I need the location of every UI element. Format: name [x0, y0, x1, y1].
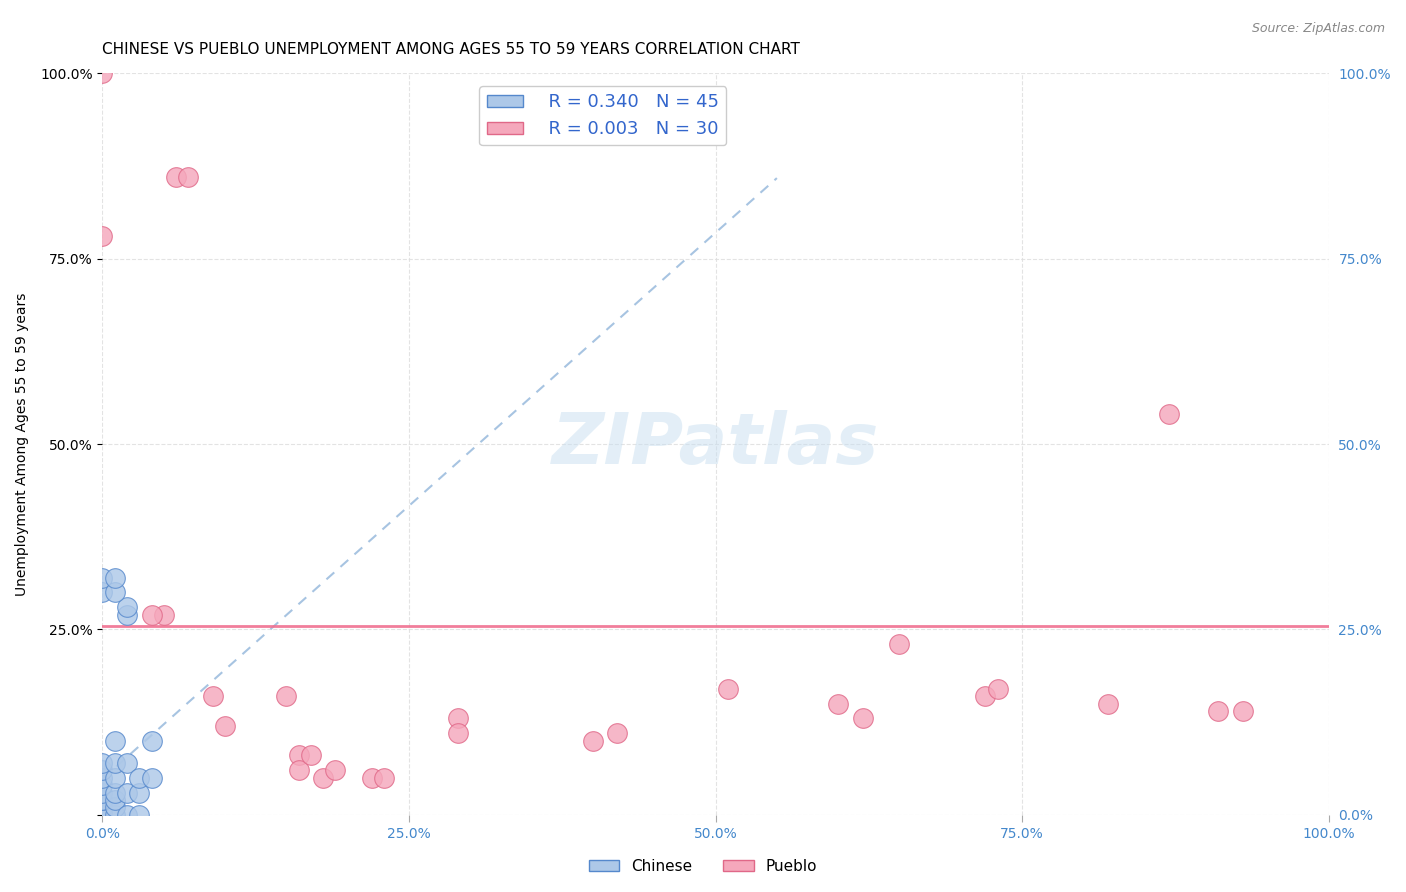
Point [104, 800, 127, 814]
Point [91, 66, 114, 80]
Point [104, 807, 127, 822]
Point [91, 807, 114, 822]
Point [312, 771, 335, 785]
Point [141, 771, 163, 785]
Point [104, 793, 127, 807]
Point [104, 771, 127, 785]
Point [115, 807, 138, 822]
Point [141, 733, 163, 747]
Point [91, 778, 114, 792]
Point [1206, 704, 1229, 718]
Point [974, 689, 997, 703]
Point [91, 800, 114, 814]
Point [91, 786, 114, 800]
Point [91, 807, 114, 822]
Point [91, 807, 114, 822]
Point [91, 807, 114, 822]
Point [852, 711, 875, 725]
Point [889, 637, 911, 651]
Point [299, 748, 322, 763]
Point [1097, 697, 1119, 711]
Point [91, 756, 114, 770]
Point [91, 793, 114, 807]
Point [276, 689, 298, 703]
Y-axis label: Unemployment Among Ages 55 to 59 years: Unemployment Among Ages 55 to 59 years [15, 293, 30, 596]
Point [91, 807, 114, 822]
Point [128, 771, 150, 785]
Point [104, 756, 127, 770]
Text: Source: ZipAtlas.com: Source: ZipAtlas.com [1251, 22, 1385, 36]
Point [91, 764, 114, 778]
Text: CHINESE VS PUEBLO UNEMPLOYMENT AMONG AGES 55 TO 59 YEARS CORRELATION CHART: CHINESE VS PUEBLO UNEMPLOYMENT AMONG AGE… [103, 42, 800, 57]
Legend:   R = 0.340   N = 45,   R = 0.003   N = 30: R = 0.340 N = 45, R = 0.003 N = 30 [479, 86, 727, 145]
Point [115, 600, 138, 615]
Point [91, 570, 114, 584]
Point [115, 607, 138, 622]
Point [1232, 704, 1254, 718]
Point [91, 807, 114, 822]
Point [447, 726, 470, 740]
Point [1159, 408, 1181, 422]
Point [447, 711, 470, 725]
Point [201, 689, 224, 703]
Point [141, 607, 163, 622]
Point [152, 607, 174, 622]
Point [91, 771, 114, 785]
Point [128, 807, 150, 822]
Point [104, 585, 127, 599]
Point [91, 807, 114, 822]
Point [91, 800, 114, 814]
Point [827, 697, 849, 711]
Point [104, 786, 127, 800]
Point [104, 570, 127, 584]
Point [91, 807, 114, 822]
Point [214, 719, 236, 733]
Point [987, 681, 1010, 696]
Legend: Chinese, Pueblo: Chinese, Pueblo [582, 853, 824, 880]
Point [91, 807, 114, 822]
Point [325, 764, 347, 778]
Point [361, 771, 384, 785]
Point [165, 169, 187, 184]
Point [91, 807, 114, 822]
Point [91, 807, 114, 822]
Point [91, 807, 114, 822]
Point [287, 748, 309, 763]
Text: ZIPatlas: ZIPatlas [553, 409, 879, 478]
Point [373, 771, 395, 785]
Point [91, 807, 114, 822]
Point [606, 726, 628, 740]
Point [582, 733, 605, 747]
Point [115, 786, 138, 800]
Point [287, 764, 309, 778]
Point [128, 786, 150, 800]
Point [91, 807, 114, 822]
Point [91, 585, 114, 599]
Point [91, 229, 114, 244]
Point [91, 807, 114, 822]
Point [104, 733, 127, 747]
Point [717, 681, 740, 696]
Point [91, 793, 114, 807]
Point [115, 756, 138, 770]
Point [177, 169, 200, 184]
